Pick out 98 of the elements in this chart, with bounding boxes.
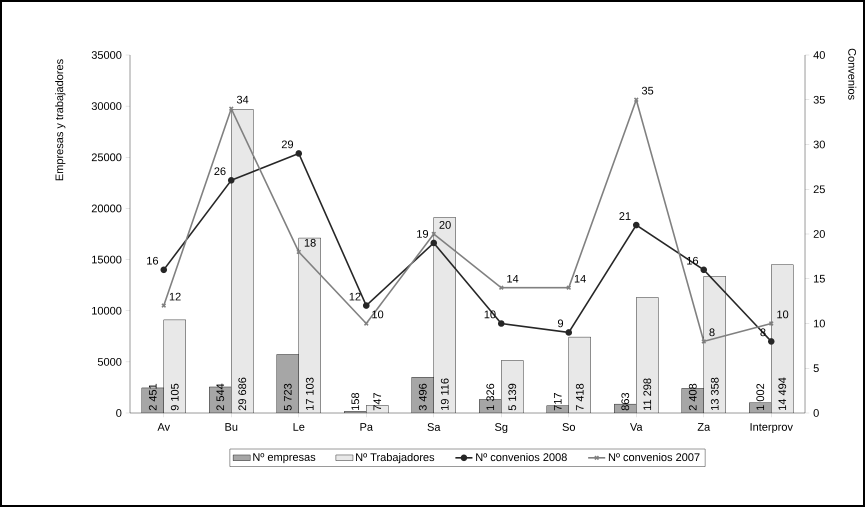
data-label: 14: [507, 274, 518, 282]
point: [701, 338, 706, 344]
data-label: 2 451: [148, 384, 157, 410]
bar: [231, 109, 254, 413]
point: [295, 150, 302, 157]
point: [700, 266, 708, 274]
y2-tick-label: 15: [814, 274, 825, 283]
x-tick-label: Sg: [495, 423, 508, 434]
x-tick-label: Sa: [428, 423, 440, 431]
bar: [568, 337, 591, 413]
y-tick-label: 20000: [92, 204, 122, 212]
data-label: 13 358: [710, 378, 719, 410]
data-label: 9 105: [170, 384, 179, 410]
y2-tick-label: 0: [814, 409, 819, 417]
point: [566, 285, 572, 290]
point: [768, 338, 775, 345]
data-label: 8: [709, 328, 715, 336]
data-label: 14 494: [778, 378, 786, 410]
point: [430, 240, 438, 246]
point: [160, 266, 168, 274]
point: [634, 97, 639, 102]
y-tick-label: 10000: [92, 306, 122, 315]
point: [498, 320, 505, 327]
y2-tick-label: 10: [814, 320, 825, 328]
x-tick-label: Av: [157, 423, 170, 431]
y2-tick-label: 40: [813, 51, 825, 59]
x-tick-label: Le: [294, 423, 304, 431]
point: [362, 302, 370, 309]
data-label: 19 116: [440, 378, 449, 410]
data-label: 3 496: [418, 384, 427, 410]
data-label: 17 103: [306, 378, 314, 410]
data-label: 21: [619, 212, 631, 220]
data-label: 11 298: [643, 378, 652, 410]
data-label: 29 686: [238, 378, 246, 410]
point: [431, 231, 436, 237]
legend-label: Nº convenios 2007: [608, 453, 700, 462]
data-label: 717: [554, 393, 562, 410]
x-tick-label: Va: [630, 423, 643, 431]
data-label: 1 326: [486, 384, 494, 410]
x-tick-label: Pa: [360, 423, 373, 431]
y2-tick-label: 20: [814, 230, 825, 238]
legend-label: Nº Trabajadores: [356, 453, 434, 464]
data-label: 863: [621, 392, 630, 410]
legend-label: Nº empresas: [253, 453, 316, 464]
data-label: 5 723: [284, 384, 292, 410]
y-tick-label: 5000: [98, 358, 122, 366]
data-label: 10: [777, 310, 788, 318]
y2-tick-label: 25: [814, 185, 825, 194]
data-label: 19: [417, 230, 428, 238]
point: [498, 285, 504, 290]
point: [228, 106, 234, 112]
x-tick-label: So: [562, 423, 576, 431]
bar: [704, 276, 726, 413]
data-label: 10: [372, 310, 384, 318]
bar: [298, 238, 321, 413]
y2-tick-label: 5: [814, 364, 819, 372]
data-label: 2 544: [216, 384, 224, 410]
y-axis-title: Empresas y trabajadores: [55, 59, 66, 180]
data-label: 18: [304, 238, 316, 247]
y2-axis-title: Convenios: [848, 48, 856, 100]
point: [565, 329, 572, 336]
point: [228, 177, 235, 184]
y-tick-label: 25000: [92, 153, 122, 162]
data-label: 35: [642, 86, 654, 95]
data-label: 16: [147, 256, 158, 265]
point: [364, 320, 369, 326]
x-tick-label: Bu: [225, 423, 238, 431]
data-label: 29: [282, 140, 294, 148]
bar: [276, 354, 299, 413]
legend-label: Nº convenios 2008: [476, 453, 567, 462]
data-label: 747: [373, 393, 382, 410]
data-label: 9: [558, 319, 564, 328]
data-label: 1 002: [756, 384, 764, 410]
bar: [501, 360, 524, 413]
data-label: 2 408: [688, 384, 697, 410]
data-label: 14: [574, 274, 586, 282]
y-tick-label: 15000: [92, 256, 122, 264]
bar: [771, 264, 794, 413]
data-label: 34: [236, 96, 248, 104]
x-tick-label: Za: [698, 423, 710, 431]
point: [296, 249, 302, 254]
data-label: 7 418: [576, 384, 584, 410]
y-tick-label: 30000: [92, 102, 122, 110]
y-tick-label: 35000: [92, 51, 122, 59]
y-tick-label: 0: [116, 409, 122, 417]
y2-tick-label: 30: [814, 140, 825, 148]
data-label: 158: [351, 392, 360, 410]
data-label: 26: [214, 167, 226, 176]
bar: [636, 297, 658, 413]
bar: [434, 217, 456, 413]
point: [632, 222, 640, 228]
data-label: 12: [350, 292, 361, 300]
bar: [164, 320, 186, 413]
data-label: 5 139: [508, 384, 516, 410]
data-label: 20: [440, 221, 451, 229]
y2-tick-label: 35: [814, 96, 825, 104]
x-tick-label: Interprov: [750, 423, 793, 433]
data-label: 12: [170, 292, 181, 300]
